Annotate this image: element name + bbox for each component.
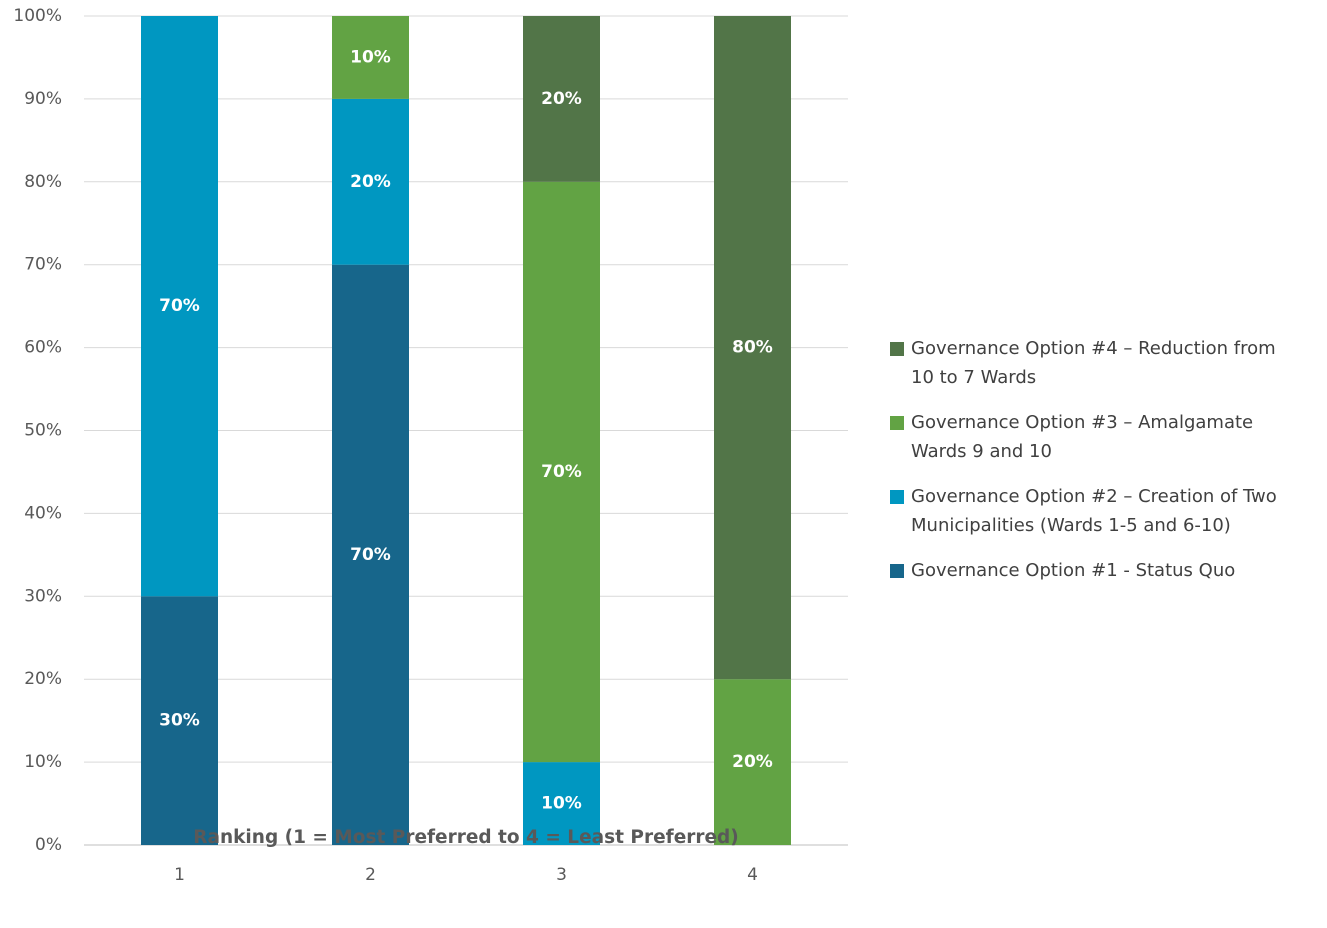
y-tick-label: 0% [35, 835, 62, 855]
y-tick-label: 70% [24, 255, 62, 275]
data-label: 80% [732, 338, 773, 358]
legend-swatch [890, 490, 904, 504]
y-tick-label: 20% [24, 669, 62, 689]
legend-label: Governance Option #3 – Amalgamate [911, 412, 1253, 433]
y-tick-label: 90% [24, 89, 62, 109]
legend: Governance Option #4 – Reduction from 10 … [890, 338, 1277, 581]
y-tick-label: 40% [24, 503, 62, 523]
legend-swatch [890, 564, 904, 578]
legend-item: Governance Option #2 – Creation of Two Mu… [890, 486, 1277, 536]
data-label: 70% [541, 462, 582, 482]
legend-label: 10 to 7 Wards [911, 367, 1036, 388]
legend-item: Governance Option #3 – Amalgamate Wards 9… [890, 412, 1253, 462]
legend-swatch [890, 342, 904, 356]
data-label: 30% [159, 711, 200, 731]
y-tick-label: 80% [24, 172, 62, 192]
data-label: 20% [541, 89, 582, 109]
legend-label: Governance Option #1 - Status Quo [911, 560, 1235, 581]
bar-segment [523, 181, 600, 763]
x-tick-label: 1 [174, 865, 185, 885]
legend-label: Wards 9 and 10 [911, 441, 1052, 462]
data-label: 70% [350, 545, 391, 565]
legend-label: Governance Option #2 – Creation of Two [911, 486, 1277, 507]
data-label: 10% [541, 794, 582, 814]
data-label: 10% [350, 47, 391, 67]
x-tick-label: 4 [747, 865, 758, 885]
data-label: 20% [732, 752, 773, 772]
x-axis-tick-labels: 1 2 3 4 [174, 865, 758, 885]
legend-label: Municipalities (Wards 1-5 and 6-10) [911, 515, 1231, 536]
legend-item: Governance Option #1 - Status Quo [890, 560, 1235, 581]
bar-segment [141, 16, 218, 597]
bars [141, 16, 791, 845]
y-tick-label: 100% [13, 6, 62, 26]
y-tick-label: 50% [24, 421, 62, 441]
data-label: 70% [159, 296, 200, 316]
x-tick-label: 3 [556, 865, 567, 885]
bar-segment [332, 98, 409, 265]
legend-swatch [890, 416, 904, 430]
bar-segment [714, 16, 791, 680]
bar-segment [332, 264, 409, 845]
y-tick-label: 60% [24, 338, 62, 358]
bar-segment [141, 596, 218, 845]
y-tick-label: 30% [24, 586, 62, 606]
legend-label: Governance Option #4 – Reduction from [911, 338, 1276, 359]
data-labels: 30% 70% 70% 20% 10% 10% 70% 20% 20% 80% [159, 47, 773, 813]
x-axis-title: Ranking (1 = Most Preferred to 4 = Least… [193, 827, 739, 848]
bar-segment [523, 762, 600, 845]
bar-segment [523, 16, 600, 182]
data-label: 20% [350, 172, 391, 192]
bar-segment [332, 16, 409, 99]
y-tick-label: 10% [24, 752, 62, 772]
y-axis-tick-labels: 0% 10% 20% 30% 40% 50% 60% 70% 80% 90% 100% [13, 6, 62, 855]
bar-segment [714, 679, 791, 845]
legend-item: Governance Option #4 – Reduction from 10 … [890, 338, 1276, 388]
x-tick-label: 2 [365, 865, 376, 885]
